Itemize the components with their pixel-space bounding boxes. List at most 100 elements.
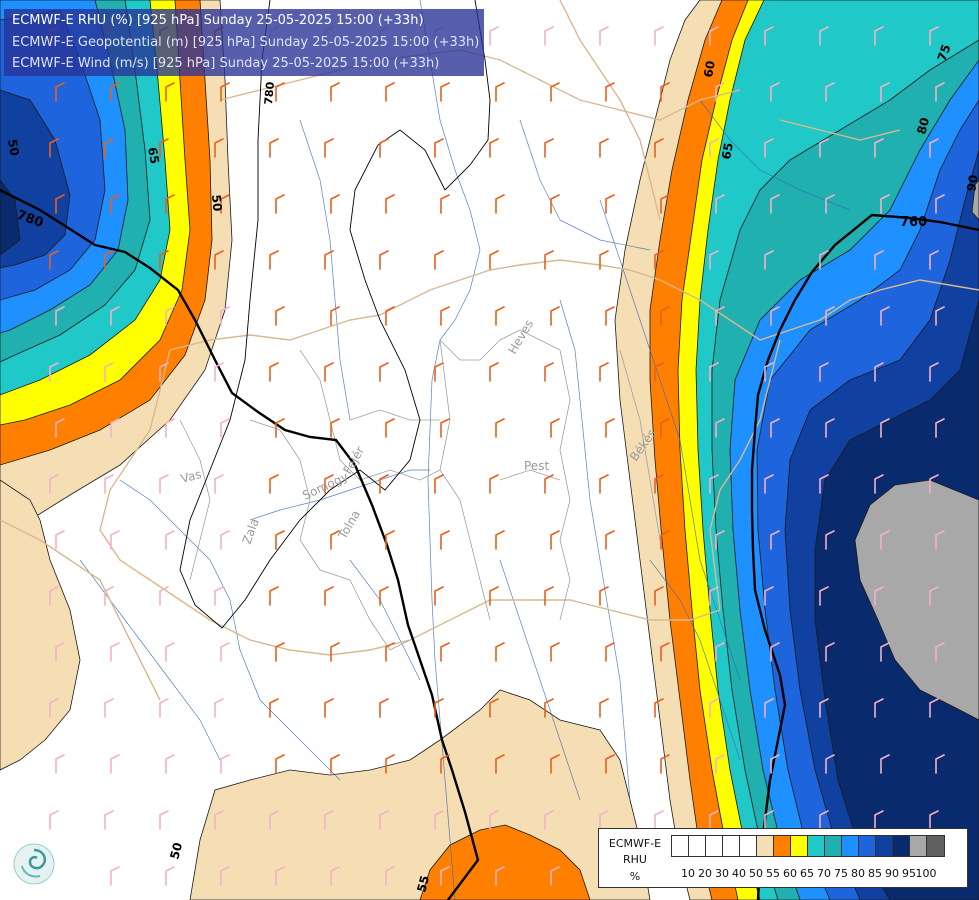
legend-tick: 10 <box>681 867 695 880</box>
wind-barb <box>550 530 560 550</box>
legend-tick: 90 <box>885 867 899 880</box>
wind-barb <box>275 306 285 326</box>
wind-barb <box>605 418 615 438</box>
wind-barb <box>660 754 670 774</box>
wind-barb <box>220 866 230 886</box>
wind-barb <box>324 474 334 494</box>
wind-barb <box>324 586 334 606</box>
wind-barb <box>764 138 774 158</box>
wind-barb <box>874 138 884 158</box>
wind-barb <box>110 306 120 326</box>
wind-barb <box>275 418 285 438</box>
wind-barb <box>874 362 884 382</box>
wind-barb <box>269 362 279 382</box>
wind-barb <box>654 362 664 382</box>
wind-barb <box>819 362 829 382</box>
wind-barb <box>440 754 450 774</box>
wind-barb <box>379 586 389 606</box>
wind-barb <box>385 866 395 886</box>
wind-barb <box>440 306 450 326</box>
wind-barb <box>764 810 774 830</box>
wind-barb <box>880 306 890 326</box>
legend-tick: 95 <box>902 867 916 880</box>
wind-barb <box>544 698 554 718</box>
wind-barb <box>929 362 939 382</box>
wind-barb <box>324 362 334 382</box>
wind-barb <box>434 810 444 830</box>
wind-barb <box>544 362 554 382</box>
wind-barb <box>489 26 499 46</box>
wind-barb <box>49 474 59 494</box>
wind-barb <box>764 698 774 718</box>
wind-barb <box>599 362 609 382</box>
wind-barb <box>165 642 175 662</box>
wind-barb <box>330 754 340 774</box>
wind-barb <box>874 250 884 270</box>
wind-barb <box>165 82 175 102</box>
wind-barb <box>165 754 175 774</box>
wind-barb <box>495 530 505 550</box>
wind-barb <box>495 194 505 214</box>
wind-barb <box>269 586 279 606</box>
wind-barb <box>324 250 334 270</box>
wind-barb <box>715 194 725 214</box>
wind-barb <box>55 194 65 214</box>
legend-tick: 100 <box>915 867 937 880</box>
contour-labels: 780 760 780 65 50 60 65 75 80 90 50 55 5… <box>5 43 979 894</box>
wind-barb <box>770 194 780 214</box>
wind-barb <box>874 474 884 494</box>
wind-barb <box>550 642 560 662</box>
wind-barb <box>110 754 120 774</box>
wind-barb <box>220 82 230 102</box>
wind-barb <box>599 250 609 270</box>
wind-barb <box>269 138 279 158</box>
wind-barb <box>324 138 334 158</box>
wind-barb <box>544 810 554 830</box>
wind-barb <box>599 698 609 718</box>
wind-barb <box>489 698 499 718</box>
wind-barb <box>495 82 505 102</box>
wind-barb <box>220 754 230 774</box>
wind-barb <box>489 362 499 382</box>
wind-barb <box>660 642 670 662</box>
wind-barb <box>935 418 945 438</box>
wind-barb <box>709 810 719 830</box>
wind-barb <box>819 474 829 494</box>
wind-barb <box>599 810 609 830</box>
wind-barb <box>880 754 890 774</box>
wind-barb <box>880 418 890 438</box>
wind-barb <box>434 586 444 606</box>
legend-tick: 70 <box>817 867 831 880</box>
wind-barb <box>330 82 340 102</box>
wind-barb <box>654 138 664 158</box>
wind-barb <box>330 418 340 438</box>
legend-tick: 65 <box>800 867 814 880</box>
wind-barb <box>489 250 499 270</box>
label-geopotential-760-right: 760 <box>900 215 927 230</box>
wind-barb <box>929 138 939 158</box>
wind-barb <box>880 642 890 662</box>
wind-barb <box>330 866 340 886</box>
wind-barb <box>935 306 945 326</box>
wind-barb <box>159 362 169 382</box>
wind-barb <box>929 810 939 830</box>
rhu-contours-right <box>614 0 979 900</box>
legend-swatch <box>927 836 944 856</box>
wind-barb <box>929 474 939 494</box>
wind-barb <box>55 530 65 550</box>
wind-barb <box>159 586 169 606</box>
wind-barb <box>104 810 114 830</box>
wind-barb <box>159 250 169 270</box>
wind-barb <box>330 194 340 214</box>
wind-barb <box>929 698 939 718</box>
wind-barb <box>550 306 560 326</box>
label-rhu-60-right: 60 <box>701 60 718 79</box>
wind-barb <box>324 810 334 830</box>
wind-barb <box>104 474 114 494</box>
wind-barb <box>764 362 774 382</box>
wind-barb <box>770 754 780 774</box>
legend-swatch <box>808 836 825 856</box>
wind-barb <box>654 698 664 718</box>
wind-barb <box>880 530 890 550</box>
